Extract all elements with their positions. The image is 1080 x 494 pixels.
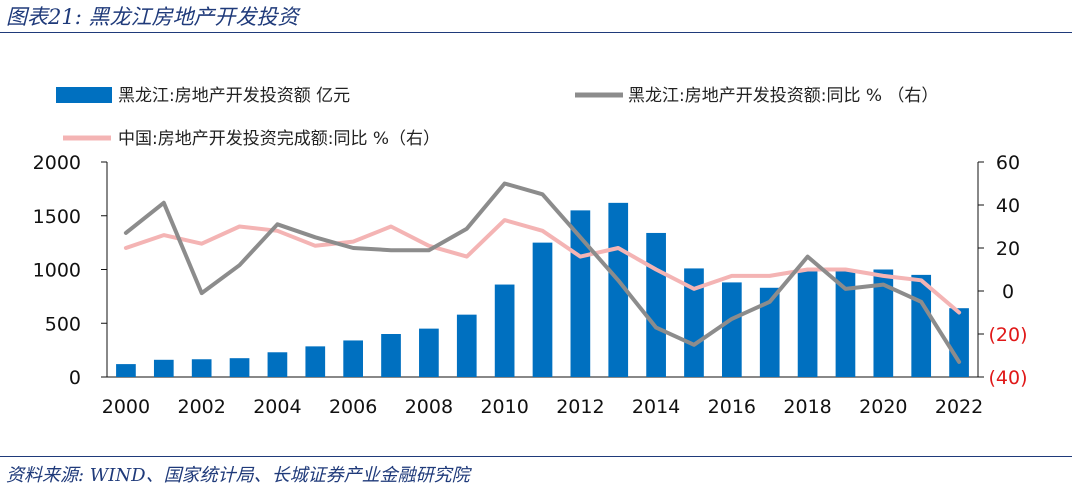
left-tick-label: 0: [69, 367, 81, 389]
bar-2010: [494, 284, 515, 377]
x-tick-label: 2008: [405, 396, 453, 418]
line-heilongjiang-yoy: [123, 181, 962, 364]
bar-2001: [153, 359, 174, 377]
figure-title: 图表21: 黑龙江房地产开发投资: [6, 5, 299, 29]
bar-2006: [343, 340, 363, 377]
bar-2007: [381, 334, 401, 377]
bar-series: [116, 202, 969, 377]
x-tick-label: 2006: [329, 396, 377, 418]
right-tick-label: 40: [996, 195, 1020, 217]
bar-2003: [229, 358, 250, 377]
bar-2000: [116, 364, 136, 377]
x-tick-label: 2018: [783, 396, 831, 418]
left-tick-label: 2000: [33, 152, 81, 174]
bar-2017: [759, 287, 780, 377]
right-tick-label: (20): [988, 324, 1027, 346]
bar-2022: [949, 308, 969, 377]
top-rule: [0, 32, 1072, 33]
legend-bar-swatch: [56, 87, 112, 103]
bar-2021: [911, 274, 932, 377]
bar-2002: [191, 359, 212, 377]
bar-2009: [456, 314, 477, 377]
line-series: [123, 181, 962, 364]
bar-2004: [267, 352, 288, 377]
x-tick-label: 2020: [859, 396, 907, 418]
bar-2011: [532, 242, 553, 377]
bar-2016: [722, 282, 742, 377]
bar-2019: [835, 270, 856, 377]
x-tick-label: 2014: [632, 396, 680, 418]
bar-2020: [873, 269, 894, 377]
x-ticks: 2000 2002 2004 2006 2008 2010 2012 2014 2016 2018…: [102, 396, 983, 418]
right-tick-label: 20: [996, 238, 1020, 260]
x-tick-label: 2004: [253, 396, 301, 418]
bar-2008: [419, 328, 439, 377]
legend: 黑龙江:房地产开发投资额 亿元 黑龙江:房地产开发投资额:同比 % （右） 中国…: [56, 86, 938, 149]
right-y-ticks: (40) (20) 0 20 40 60: [978, 152, 1028, 389]
legend-hlj-yoy-label: 黑龙江:房地产开发投资额:同比 % （右）: [628, 86, 938, 106]
left-y-ticks: 0 500 1000 1500 2000: [33, 152, 107, 389]
x-tick-label: 2002: [177, 396, 225, 418]
bar-2015: [684, 268, 704, 377]
left-tick-label: 1500: [33, 206, 81, 228]
right-tick-label: 0: [1002, 281, 1014, 303]
x-tick-label: 2010: [480, 396, 528, 418]
bar-2018: [797, 269, 818, 377]
right-tick-label: 60: [996, 152, 1020, 174]
bar-2005: [305, 346, 326, 377]
x-tick-label: 2016: [708, 396, 756, 418]
left-tick-label: 500: [45, 313, 81, 335]
source-note: 资料来源: WIND、国家统计局、长城证券产业金融研究院: [6, 465, 470, 486]
bottom-rule: [0, 456, 1072, 457]
legend-bar-label: 黑龙江:房地产开发投资额 亿元: [118, 86, 350, 106]
bar-2013: [608, 202, 629, 377]
left-tick-label: 1000: [33, 260, 81, 282]
x-tick-label: 2022: [935, 396, 983, 418]
legend-cn-yoy-label: 中国:房地产开发投资完成额:同比 %（右）: [118, 129, 440, 149]
bar-2014: [646, 232, 666, 377]
right-tick-label: (40): [988, 367, 1027, 389]
x-tick-label: 2000: [102, 396, 150, 418]
x-tick-label: 2012: [556, 396, 604, 418]
